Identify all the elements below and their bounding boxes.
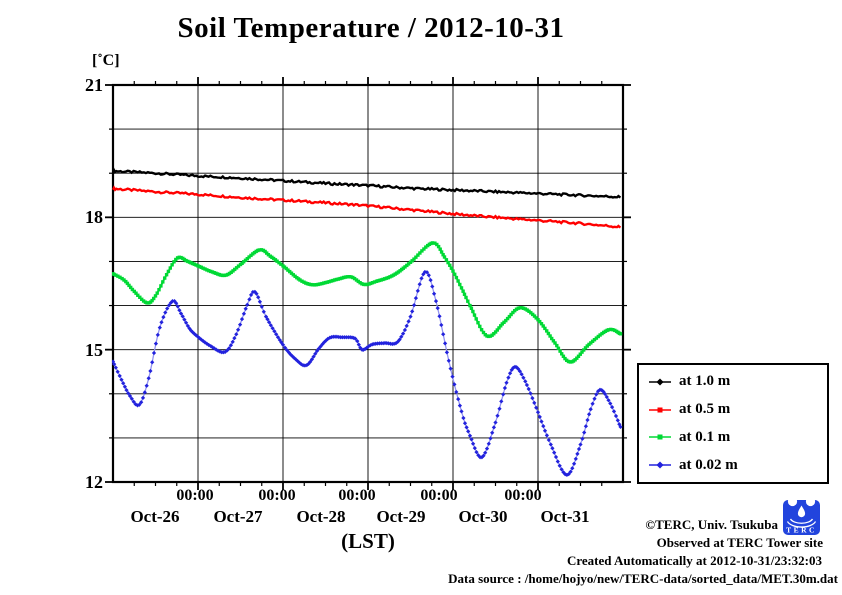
x-time-label: 00:00 bbox=[420, 487, 458, 504]
y-tick-label: 18 bbox=[85, 207, 103, 227]
x-date-label: Oct-29 bbox=[376, 507, 426, 526]
series-marker-icon bbox=[649, 407, 671, 413]
terc-logo-icon: TERC bbox=[783, 500, 820, 535]
legend-item-label: at 0.1 m bbox=[679, 428, 731, 445]
x-time-label: 00:00 bbox=[504, 487, 542, 504]
series-marker-icon bbox=[649, 378, 671, 386]
series-marker-icon bbox=[649, 461, 671, 469]
x-time-label: 00:00 bbox=[338, 487, 376, 504]
x-time-label: 00:00 bbox=[176, 487, 214, 504]
x-axis-label: (LST) bbox=[341, 529, 395, 553]
x-time-label: 00:00 bbox=[258, 487, 296, 504]
footer-created: Created Automatically at 2012-10-31/23:3… bbox=[566, 553, 822, 568]
legend-item-label: at 1.0 m bbox=[679, 373, 731, 390]
legend-item-label: at 0.02 m bbox=[679, 456, 738, 473]
legend-item: at 0.02 m bbox=[648, 457, 827, 474]
y-tick-label: 15 bbox=[85, 340, 103, 360]
legend-item: at 1.0 m bbox=[648, 373, 827, 390]
y-tick-label: 21 bbox=[85, 75, 103, 95]
footer-copyright: ©TERC, Univ. Tsukuba bbox=[645, 517, 778, 532]
svg-text:TERC: TERC bbox=[786, 526, 817, 535]
x-date-label: Oct-30 bbox=[458, 507, 508, 526]
legend-item: at 0.5 m bbox=[648, 401, 827, 418]
footer-observed: Observed at TERC Tower site bbox=[656, 535, 823, 550]
x-date-label: Oct-27 bbox=[213, 507, 263, 526]
series-marker-icon bbox=[649, 434, 671, 440]
y-axis-unit-label: [˚C] bbox=[92, 52, 120, 69]
legend: at 1.0 m at 0.5 m at 0.1 m at 0.02 m bbox=[637, 363, 829, 484]
footer-datasource: Data source : /home/hojyo/new/TERC-data/… bbox=[448, 571, 838, 586]
x-date-label: Oct-26 bbox=[130, 507, 180, 526]
legend-item: at 0.1 m bbox=[648, 429, 827, 446]
x-date-label: Oct-28 bbox=[296, 507, 346, 526]
legend-item-label: at 0.5 m bbox=[679, 401, 731, 418]
y-tick-label: 12 bbox=[85, 472, 103, 492]
page-title: Soil Temperature / 2012-10-31 bbox=[177, 12, 565, 44]
x-date-label: Oct-31 bbox=[540, 507, 590, 526]
